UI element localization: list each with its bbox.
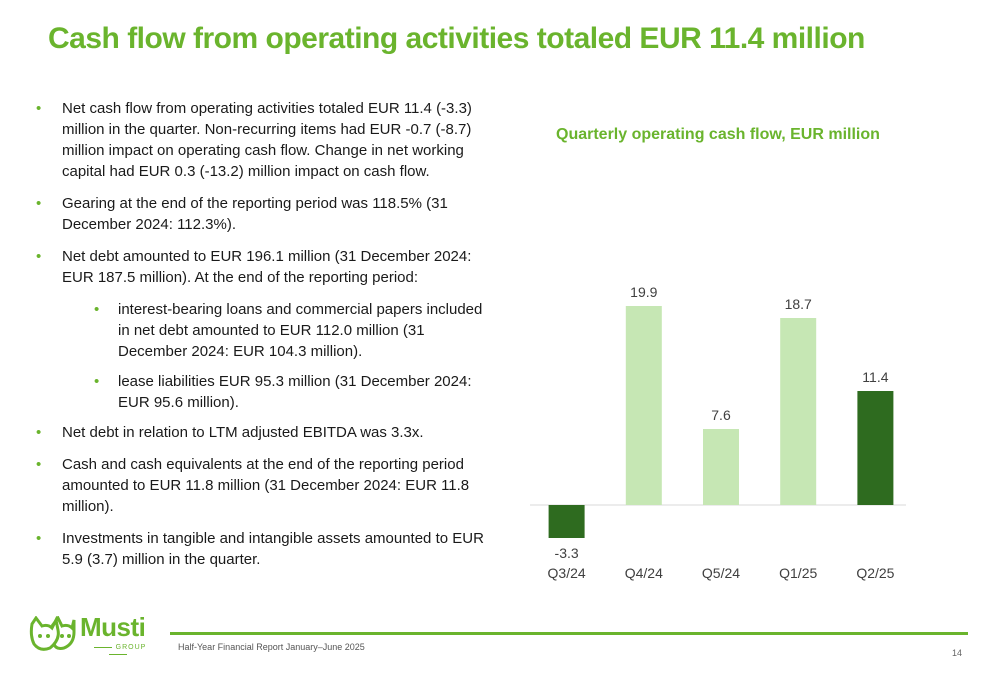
- bullet-cash-equivalents: Cash and cash equivalents at the end of …: [36, 454, 488, 517]
- footer-divider: [170, 632, 968, 635]
- bullet-investments: Investments in tangible and intangible a…: [36, 528, 488, 570]
- sub-bullet-loans: interest-bearing loans and commercial pa…: [36, 299, 488, 362]
- bar-q3-24: [548, 505, 585, 538]
- data-label: 18.7: [785, 296, 812, 312]
- bullet-net-debt: Net debt amounted to EUR 196.1 million (…: [36, 246, 488, 288]
- x-tick-label: Q3/24: [548, 565, 586, 581]
- bar-q2-25: [857, 391, 894, 505]
- footer-report-title: Half-Year Financial Report January–June …: [178, 642, 365, 652]
- data-label: -3.3: [555, 545, 579, 561]
- bullet-operating-cash-flow: Net cash flow from operating activities …: [36, 98, 488, 182]
- bullet-net-debt-ebitda: Net debt in relation to LTM adjusted EBI…: [36, 422, 488, 443]
- page-number: 14: [952, 648, 963, 658]
- data-label: 11.4: [862, 369, 888, 385]
- chart-title: Quarterly operating cash flow, EUR milli…: [556, 126, 880, 143]
- data-label: 19.9: [630, 284, 657, 300]
- x-tick-label: Q1/25: [779, 565, 817, 581]
- pet-faces-icon: [29, 616, 76, 651]
- page-title: Cash flow from operating activities tota…: [48, 22, 865, 55]
- bar-q4-24: [625, 306, 662, 505]
- x-tick-label: Q2/25: [856, 565, 894, 581]
- logo-subtitle: GROUP: [78, 644, 158, 658]
- bar-q1-25: [780, 318, 817, 505]
- x-tick-label: Q4/24: [625, 565, 663, 581]
- bullet-list: Net cash flow from operating activities …: [36, 98, 488, 581]
- bullet-gearing: Gearing at the end of the reporting peri…: [36, 193, 488, 235]
- data-label: 7.6: [711, 407, 731, 423]
- sub-bullet-lease-liabilities: lease liabilities EUR 95.3 million (31 D…: [36, 371, 488, 413]
- logo-wordmark: Musti: [80, 612, 146, 642]
- musti-group-logo: Musti GROUP: [28, 612, 168, 658]
- operating-cash-flow-chart: -3.3 Q3/24 19.9 Q4/24 7.6 Q5/24 18.7 Q1/25 11.4 Q…: [530, 284, 906, 581]
- x-tick-label: Q5/24: [702, 565, 740, 581]
- bar-q5-24: [703, 429, 739, 505]
